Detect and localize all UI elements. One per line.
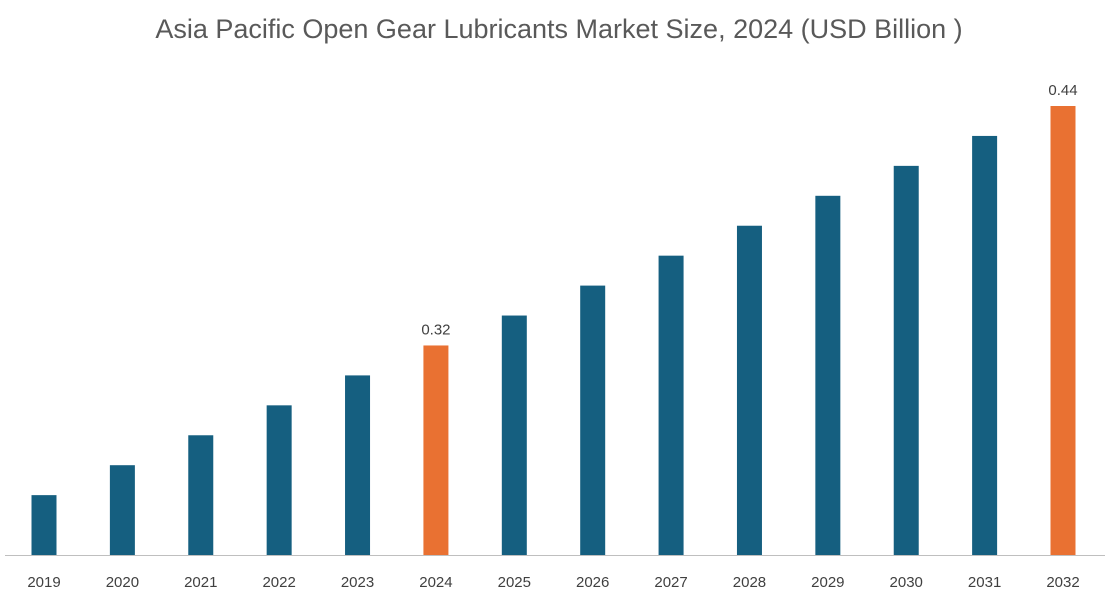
bar-2022 — [266, 405, 292, 555]
x-tick-label: 2030 — [890, 574, 923, 591]
chart-title: Asia Pacific Open Gear Lubricants Market… — [155, 14, 963, 44]
x-tick-label: 2021 — [184, 574, 217, 591]
bar-2028 — [736, 225, 762, 555]
x-tick-label: 2026 — [576, 574, 609, 591]
bar-2023 — [345, 375, 371, 555]
bar-2030 — [893, 165, 919, 555]
bar-2026 — [580, 285, 606, 555]
bar-2029 — [815, 195, 841, 556]
x-tick-label: 2025 — [498, 574, 531, 591]
bar-2024 — [423, 345, 449, 555]
bar-2021 — [188, 435, 214, 555]
x-tick-label: 2027 — [654, 574, 687, 591]
bar-2031 — [972, 135, 998, 555]
x-tick-label: 2022 — [262, 574, 295, 591]
x-tick-label: 2032 — [1046, 574, 1079, 591]
data-label-2024: 0.32 — [421, 321, 450, 338]
bar-2019 — [31, 495, 57, 555]
x-tick-label: 2029 — [811, 574, 844, 591]
x-tick-label: 2023 — [341, 574, 374, 591]
x-tick-label: 2020 — [106, 574, 139, 591]
data-label-2032: 0.44 — [1048, 82, 1077, 99]
x-tick-label: 2031 — [968, 574, 1001, 591]
bar-2025 — [501, 315, 527, 555]
bar-2027 — [658, 255, 684, 555]
x-tick-label: 2024 — [419, 574, 452, 591]
bar-2032 — [1050, 106, 1076, 555]
x-tick-label: 2028 — [733, 574, 766, 591]
x-tick-label: 2019 — [27, 574, 60, 591]
bar-2020 — [109, 465, 135, 555]
